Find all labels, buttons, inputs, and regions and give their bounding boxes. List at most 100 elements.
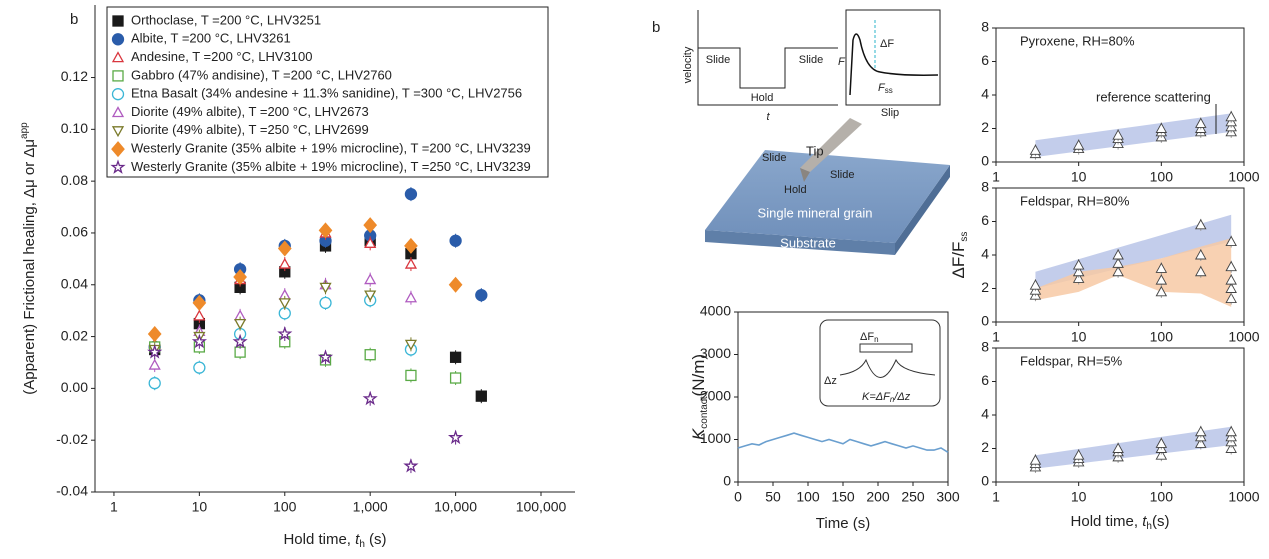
legend-box — [106, 6, 549, 178]
x-tick-label: 10 — [1071, 329, 1087, 345]
marker — [1155, 285, 1168, 297]
marker — [233, 268, 247, 285]
y-tick-label: 1000 — [700, 430, 731, 446]
label: Hold — [751, 92, 774, 104]
marker — [191, 333, 208, 349]
marker — [111, 141, 125, 158]
marker — [364, 273, 377, 285]
legend-label: Westerly Granite (35% albite + 19% micro… — [131, 159, 531, 174]
y-tick-label: 2000 — [700, 388, 731, 404]
marker — [1155, 274, 1168, 285]
axis-label: velocity — [682, 46, 694, 83]
y-tick-label: 0 — [723, 473, 731, 489]
slab-top — [705, 150, 950, 243]
y-tick-label: 0.08 — [61, 172, 88, 188]
marker — [1072, 139, 1085, 150]
band — [1035, 426, 1232, 469]
legend-label: Etna Basalt (34% andesine + 11.3% sanidi… — [131, 86, 522, 101]
label: Slide — [762, 152, 786, 164]
marker — [1029, 454, 1042, 465]
y-tick-label: 2 — [981, 279, 989, 295]
band — [1035, 113, 1232, 157]
y-axis-label: (Apparent) Frictional healing, Δμ or Δμ — [21, 139, 38, 395]
force-box — [845, 9, 941, 106]
y-tick-label: 4000 — [700, 303, 731, 319]
marker — [364, 236, 377, 248]
x-tick-label: 1000 — [1228, 329, 1259, 345]
inset-label: Δz — [824, 375, 837, 387]
axis-label: F — [838, 56, 846, 68]
marker — [404, 291, 418, 303]
marker — [1029, 279, 1042, 290]
inset-label: K=ΔFn/Δz — [862, 391, 911, 404]
marker — [405, 369, 417, 382]
y-axis-label: ΔF/Fss — [949, 232, 969, 279]
marker — [475, 288, 488, 302]
y-tick-label: 2 — [981, 439, 989, 455]
y-tick-label: 0.12 — [61, 68, 88, 84]
x-axis-label: h — [359, 539, 365, 550]
label: F — [878, 82, 886, 94]
y-axis-label: contact — [699, 396, 710, 428]
y-tick-label: 6 — [981, 372, 989, 388]
marker — [1225, 235, 1237, 247]
legend-label: Westerly Granite (35% albite + 19% micro… — [131, 141, 531, 156]
marker — [1225, 442, 1237, 453]
y-tick-label: 4 — [981, 86, 989, 102]
marker — [1112, 129, 1124, 140]
panel-label: b — [652, 19, 660, 36]
marker — [1155, 449, 1168, 460]
marker — [363, 217, 378, 234]
marker — [1112, 257, 1124, 268]
marker — [1195, 249, 1207, 260]
marker — [192, 294, 207, 311]
marker — [1072, 449, 1085, 460]
x-tick-label: 100 — [1150, 489, 1174, 505]
marker — [1225, 292, 1237, 303]
x-tick-label: 100 — [1150, 329, 1174, 345]
x-tick-label: 1 — [992, 169, 1000, 185]
marker — [1225, 274, 1237, 285]
x-tick-label: 50 — [765, 489, 781, 505]
marker — [111, 33, 125, 46]
marker — [364, 290, 377, 302]
y-tick-label: 0.00 — [61, 379, 88, 395]
marker — [193, 361, 206, 374]
y-axis-label: Kcontact(N/m) — [689, 354, 709, 440]
marker — [1155, 122, 1168, 133]
marker — [448, 276, 463, 293]
axis-label: Slip — [881, 107, 899, 119]
legend-label: Orthoclase, T =200 °C, LHV3251 — [131, 12, 321, 27]
marker — [147, 325, 162, 342]
y-tick-label: 4 — [981, 406, 989, 422]
marker — [404, 237, 418, 254]
force-curve — [849, 33, 939, 96]
axis-label: t — [766, 111, 770, 123]
marker — [404, 257, 418, 269]
marker — [277, 326, 293, 341]
marker — [232, 333, 248, 349]
legend-label: Diorite (49% albite), T =250 °C, LHV2699 — [131, 122, 369, 137]
marker — [1195, 425, 1207, 437]
label: Fss — [878, 82, 893, 95]
label: Slide — [706, 54, 730, 66]
x-tick-label: 1 — [992, 489, 1000, 505]
y-tick-label: 8 — [981, 179, 989, 195]
y-tick-label: 3000 — [700, 345, 731, 361]
marker — [1112, 249, 1124, 260]
marker — [1072, 265, 1085, 277]
y-axis-label: ΔF/F — [949, 242, 968, 279]
marker — [1072, 272, 1085, 283]
marker — [1195, 218, 1207, 230]
y-tick-label: 2 — [981, 119, 989, 135]
marker — [1112, 442, 1124, 453]
band — [1035, 238, 1232, 307]
x-axis-label: Hold time, th (s) — [283, 531, 386, 550]
marker — [475, 390, 487, 402]
annotation: reference scattering — [1096, 89, 1211, 104]
label: Tip — [806, 143, 824, 158]
marker — [148, 358, 161, 370]
marker — [1195, 265, 1207, 277]
x-tick-label: 1,000 — [353, 499, 388, 515]
